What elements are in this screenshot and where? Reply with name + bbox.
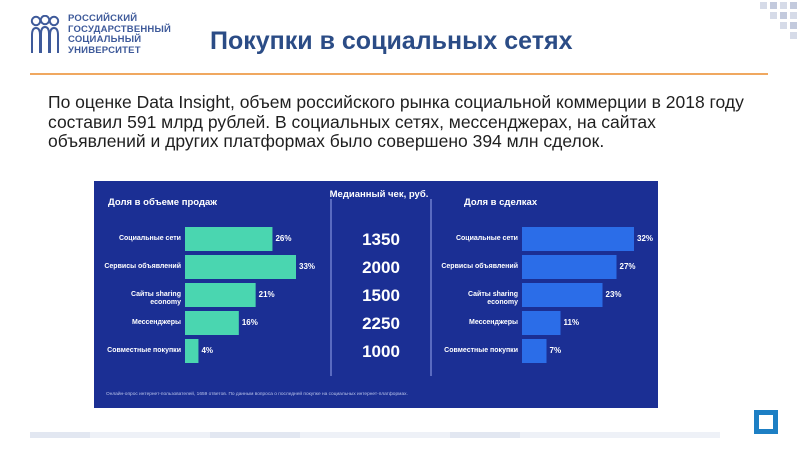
deals-category-label: Совместные покупки [444, 347, 518, 354]
deals-bar [522, 283, 603, 307]
deals-value-label: 7% [549, 346, 562, 355]
sales-category-label: Совместные покупки [107, 347, 181, 354]
sales-category-label: Мессенджеры [132, 319, 181, 326]
sales-bar [185, 255, 296, 279]
sales-bar [185, 311, 239, 335]
median-check-value: 1500 [362, 286, 400, 305]
sales-value-label: 21% [258, 290, 275, 299]
sales-share-heading: Доля в объеме продаж [108, 197, 217, 208]
university-logo: РОССИЙСКИЙ ГОСУДАРСТВЕННЫЙ СОЦИАЛЬНЫЙ УН… [30, 13, 172, 56]
title-underline [30, 73, 768, 75]
median-check-value: 2000 [362, 258, 400, 277]
median-check-value: 2250 [362, 314, 400, 333]
deals-value-label: 27% [619, 262, 636, 271]
sales-value-label: 33% [299, 262, 316, 271]
decor-squares-icon [760, 2, 797, 39]
sales-category-label: Сервисы объявлений [104, 263, 181, 270]
deals-value-label: 23% [605, 290, 622, 299]
sales-value-label: 16% [241, 318, 258, 327]
deals-bar [522, 227, 634, 251]
median-check-heading: Медианный чек, руб. [329, 189, 429, 200]
sales-category-label: Социальные сети [118, 235, 181, 242]
page-title: Покупки в социальных сетях [210, 27, 573, 55]
deals-share-heading: Доля в сделках [464, 197, 538, 208]
lead-paragraph: По оценке Data Insight, объем российског… [48, 92, 744, 151]
bottom-pattern-icon [30, 432, 720, 438]
logo-text: РОССИЙСКИЙ ГОСУДАРСТВЕННЫЙ СОЦИАЛЬНЫЙ УН… [68, 13, 172, 56]
sales-category-label: Сайты sharing economy [131, 291, 181, 306]
bars-canvas [185, 199, 634, 376]
deals-category-label: Сервисы объявлений [441, 263, 518, 270]
sales-value-label: 4% [201, 346, 214, 355]
deals-category-label: Мессенджеры [469, 319, 518, 326]
deals-category-label: Социальные сети [455, 235, 518, 242]
people-logo-icon [30, 15, 60, 53]
deals-bar [522, 255, 617, 279]
logo-line: РОССИЙСКИЙ [68, 13, 138, 24]
deals-bar [522, 339, 547, 363]
infographic-panel: Доля в объеме продаж Медианный чек, руб.… [94, 181, 658, 408]
corner-square-icon [754, 410, 778, 434]
logo-line: УНИВЕРСИТЕТ [68, 44, 141, 56]
sales-value-label: 26% [275, 234, 292, 243]
deals-value-label: 32% [637, 234, 654, 243]
median-check-value: 1000 [362, 342, 400, 361]
sales-bar [185, 227, 273, 251]
median-check-value: 1350 [362, 230, 400, 249]
logo-line: ГОСУДАРСТВЕННЫЙ [68, 23, 172, 35]
sales-bar [185, 339, 199, 363]
logo-line: СОЦИАЛЬНЫЙ [68, 34, 142, 45]
deals-bar [522, 311, 561, 335]
footnote: Онлайн-опрос интернет-пользователей, 165… [106, 392, 408, 397]
sales-bar [185, 283, 256, 307]
deals-category-label: Сайты sharing economy [468, 291, 518, 306]
deals-value-label: 11% [563, 318, 580, 327]
